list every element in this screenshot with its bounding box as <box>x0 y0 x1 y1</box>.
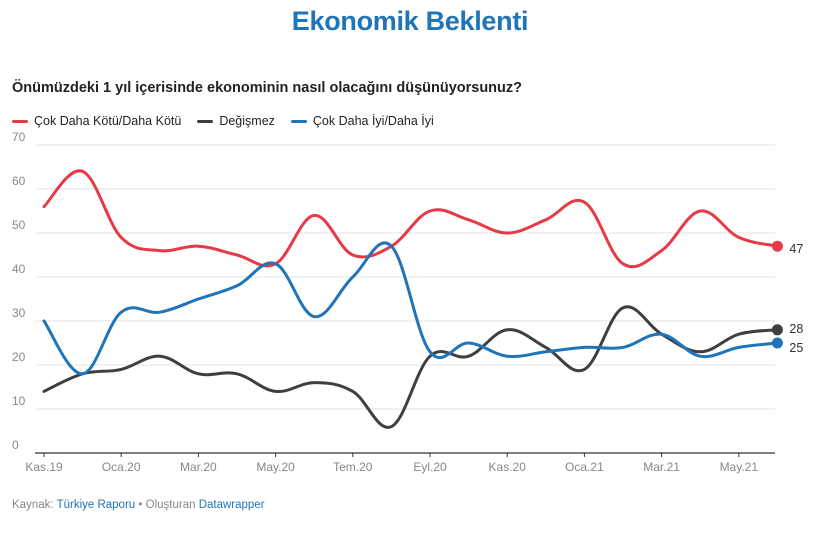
x-tick-label: Tem.20 <box>333 460 373 474</box>
y-tick-label: 10 <box>12 394 26 408</box>
y-tick-label: 30 <box>12 306 26 320</box>
x-tick-label: May.20 <box>256 460 295 474</box>
legend-swatch-dark <box>197 119 214 123</box>
legend-item-better: Çok Daha İyi/Daha İyi <box>290 114 434 128</box>
y-tick-label: 50 <box>12 218 26 232</box>
source-line: Kaynak: Türkiye Raporu • Oluşturan Dataw… <box>12 499 265 511</box>
legend-label-better: Çok Daha İyi/Daha İyi <box>312 114 434 128</box>
x-tick-label: Mar.21 <box>643 460 680 474</box>
y-tick-label: 0 <box>12 438 19 452</box>
series-end-point <box>771 337 783 349</box>
series-line-unchanged <box>42 305 779 429</box>
legend-label-worse: Çok Daha Kötü/Daha Kötü <box>34 114 182 128</box>
line-chart: 0 10 20 30 40 50 60 70 Kas.19 Oca.20 Mar.20 May.20 T… <box>12 130 803 474</box>
series-end-point <box>771 324 783 336</box>
source-link[interactable]: Türkiye Raporu <box>56 499 136 511</box>
series-end-point <box>771 240 783 252</box>
y-tick-label: 40 <box>12 262 26 276</box>
legend-swatch-red <box>12 119 28 123</box>
series-line-worse <box>42 169 779 269</box>
legend-item-unchanged: Değişmez <box>197 114 275 128</box>
x-tick-label: Oca.20 <box>102 460 141 474</box>
series-end-label: 25 <box>789 341 803 355</box>
legend-label-unchanged: Değişmez <box>219 114 275 128</box>
source-prefix: Kaynak: <box>12 499 54 511</box>
x-tick-label: Oca.21 <box>565 460 604 474</box>
x-tick-label: Mar.20 <box>180 460 217 474</box>
source-separator: • <box>138 499 143 511</box>
chart-subtitle: Önümüzdeki 1 yıl içerisinde ekonominin n… <box>12 80 523 96</box>
series-end-label: 47 <box>789 242 803 256</box>
x-tick-label: Kas.20 <box>489 460 527 474</box>
x-tick-label: Eyl.20 <box>413 460 447 474</box>
legend-item-worse: Çok Daha Kötü/Daha Kötü <box>12 114 181 128</box>
chart-title: Ekonomik Beklenti <box>291 6 529 36</box>
x-tick-label: May.21 <box>720 460 759 474</box>
legend: Çok Daha Kötü/Daha Kötü Değişmez Çok Dah… <box>12 114 434 128</box>
y-tick-label: 20 <box>12 350 26 364</box>
series-end-label: 28 <box>789 322 803 336</box>
x-tick-label: Kas.19 <box>25 460 63 474</box>
series-line-better <box>42 241 779 376</box>
datawrapper-link[interactable]: Datawrapper <box>198 499 265 511</box>
y-tick-label: 70 <box>12 130 26 144</box>
y-tick-label: 60 <box>12 174 26 188</box>
legend-swatch-blue <box>290 119 307 123</box>
made-with-label: Oluşturan <box>145 499 196 511</box>
